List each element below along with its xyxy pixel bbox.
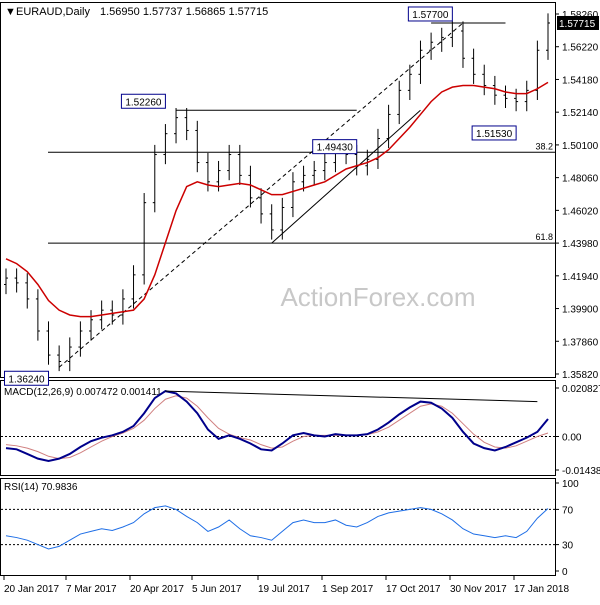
macd-ytick-label: 0.00 [562,432,582,443]
price-annotation-label: 1.36240 [8,374,45,385]
price-ytick-label: 1.43980 [562,239,599,250]
x-tick-label: 20 Jan 2017 [4,584,59,595]
price-ytick-label: 1.58260 [562,10,599,21]
x-tick-label: 30 Nov 2017 [450,584,507,595]
x-tick-label: 20 Apr 2017 [130,584,184,595]
price-layer: 38.2 61.8 1.57700 1.52260 1.51530 1.49430 1.36… [4,6,555,386]
rsi-panel-frame [0,478,556,576]
rsi-ytick-label: 100 [562,479,579,490]
rsi-line [5,505,549,550]
current-price-label: 1.57715 [559,19,596,30]
price-annotation-box [312,139,358,155]
price-ytick-label: 1.39900 [562,305,599,316]
x-tick-label: 1 Sep 2017 [322,584,374,595]
price-annotation-box [407,6,453,22]
trend-channel-dashed [58,22,464,368]
price-panel-frame [0,2,556,378]
price-ytick-label: 1.52140 [562,108,599,119]
price-annotation-label: 1.52260 [125,97,162,108]
price-annotation-box [471,125,517,141]
price-ytick-label: 1.46020 [562,206,599,217]
fib-level-label: 38.2 [535,141,553,151]
ohlc-readout: 1.56950 1.57737 1.56865 1.57715 [100,6,268,18]
price-ytick-label: 1.35820 [562,370,599,381]
axis-layer: 1.58260 1.56220 1.54180 1.52140 1.50100 1.480… [3,10,600,595]
macd-layer [1,390,555,462]
x-tick-label: 7 Mar 2017 [66,584,117,595]
price-annotation-label: 1.51530 [476,129,513,140]
price-annotation-label: 1.57700 [412,10,449,21]
symbol-label: EURAUD,Daily [16,6,90,18]
x-tick-label: 17 Jan 2018 [514,584,569,595]
price-ytick-label: 1.56220 [562,43,599,54]
watermark: ActionForex.com [280,282,475,312]
rsi-ytick-label: 30 [562,541,574,552]
macd-panel-frame [0,380,556,476]
rsi-title: RSI(14) 70.9836 [4,482,78,493]
x-tick-label: 17 Oct 2017 [386,584,441,595]
macd-ytick-label: 0.020827 [562,384,600,395]
current-price-tag [557,15,599,30]
price-annotation-box [4,370,50,386]
macd-ytick-label: -0.014386 [562,466,600,477]
macd-title: MACD(12,26,9) 0.007472 0.001411 [4,387,162,398]
support-trendline [271,109,421,244]
x-tick-label: 19 Jul 2017 [258,584,310,595]
price-ytick-label: 1.50100 [562,141,599,152]
macd-divergence-line [165,390,538,403]
x-tick-label: 5 Jun 2017 [192,584,242,595]
rsi-layer [1,505,555,550]
price-annotation-label: 1.49430 [317,143,354,154]
price-ytick-label: 1.37860 [562,337,599,348]
macd-line [5,390,549,462]
rsi-ytick-label: 0 [562,567,568,578]
price-annotation-box [120,93,166,109]
fib-level-label: 61.8 [535,232,553,242]
dropdown-triangle-icon[interactable]: ▼ [5,6,16,18]
price-ytick-label: 1.48060 [562,174,599,185]
moving-average-line [5,81,549,318]
price-ytick-label: 1.41940 [562,272,599,283]
rsi-ytick-label: 70 [562,505,574,516]
price-ytick-label: 1.54180 [562,75,599,86]
